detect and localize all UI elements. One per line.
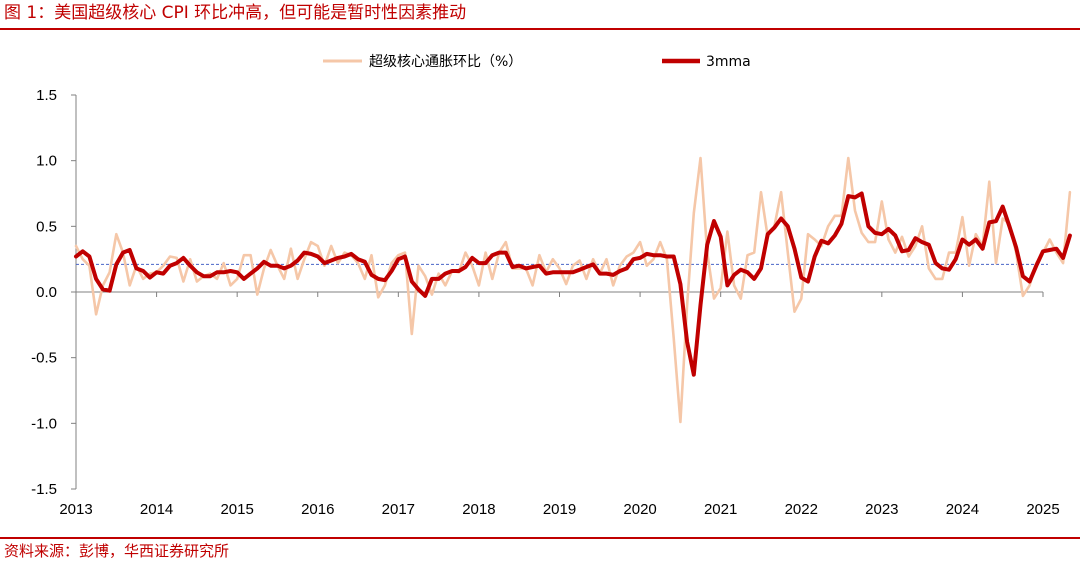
x-tick-label: 2017 bbox=[382, 501, 415, 518]
x-tick-label: 2023 bbox=[865, 501, 898, 518]
y-tick-label: 1.5 bbox=[36, 87, 57, 104]
y-tick-label: 1.0 bbox=[36, 153, 57, 170]
x-tick-label: 2024 bbox=[946, 501, 979, 518]
x-tick-label: 2025 bbox=[1026, 501, 1059, 518]
x-tick-label: 2015 bbox=[220, 501, 253, 518]
chart-axes: -1.5 -1.0 -0.5 0.0 0.5 1.0 1.5 2013 2014 2015 2016… bbox=[31, 87, 1060, 518]
source-note: 资料来源：彭博，华西证券研究所 bbox=[4, 542, 230, 560]
x-tick-label: 2016 bbox=[301, 501, 334, 518]
x-tick-label: 2019 bbox=[543, 501, 576, 518]
y-tick-label: 0.5 bbox=[36, 218, 57, 235]
title-rule bbox=[0, 28, 1080, 30]
chart-legend: 超级核心通胀环比（%） 3mma bbox=[323, 54, 751, 70]
legend-label-monthly: 超级核心通胀环比（%） bbox=[369, 54, 522, 70]
x-tick-label: 2022 bbox=[785, 501, 818, 518]
series-line-monthly bbox=[74, 156, 1072, 424]
x-tick-label: 2018 bbox=[462, 501, 495, 518]
y-tick-label: 0.0 bbox=[36, 284, 57, 301]
x-tick-label: 2014 bbox=[140, 501, 173, 518]
x-tick-label: 2021 bbox=[704, 501, 737, 518]
source-rule bbox=[0, 537, 1080, 539]
x-tick-label: 2020 bbox=[623, 501, 656, 518]
figure-title: 图 1：美国超级核心 CPI 环比冲高，但可能是暂时性因素推动 bbox=[4, 3, 467, 23]
legend-label-3mma: 3mma bbox=[706, 54, 751, 70]
y-tick-label: -1.0 bbox=[31, 415, 57, 432]
series-layer bbox=[74, 156, 1072, 424]
y-tick-label: -1.5 bbox=[31, 481, 57, 498]
series-line-3mma bbox=[74, 191, 1072, 377]
y-tick-label: -0.5 bbox=[31, 350, 57, 367]
x-tick-label: 2013 bbox=[59, 501, 92, 518]
